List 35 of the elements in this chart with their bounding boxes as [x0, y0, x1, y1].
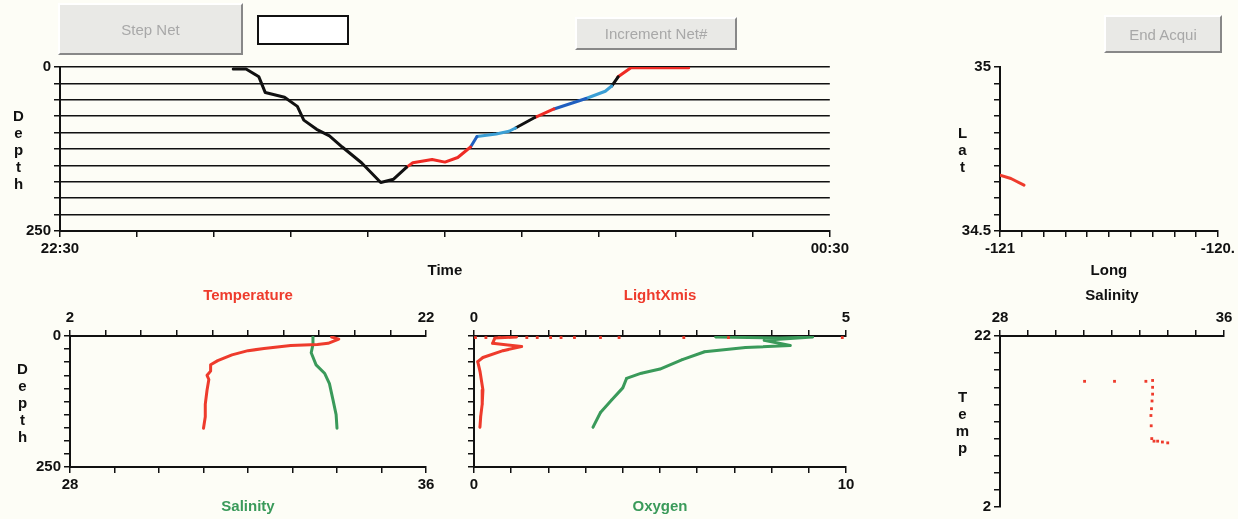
y-tick-label: 250 — [25, 221, 51, 239]
x-tick-label: -120. — [1200, 239, 1236, 257]
x2-axis-title: Temperature — [203, 286, 293, 304]
y-tick-label: 22 — [974, 326, 991, 344]
y-axis-title: Depth — [10, 106, 27, 192]
x2-tick-label: 22 — [417, 308, 435, 326]
y-axis-title: Lat — [954, 123, 971, 175]
x-tick-label: 10 — [837, 475, 855, 493]
x-tick-label: 00:30 — [810, 239, 850, 257]
y-tick-label: 0 — [42, 57, 51, 75]
text: End Acqui — [1104, 15, 1222, 53]
y-axis-title: Depth — [14, 359, 31, 444]
text: Increment Net# — [575, 17, 737, 50]
y-tick-label: 2 — [982, 497, 991, 515]
text: Step Net — [58, 3, 243, 55]
x2-tick-label: 2 — [65, 308, 75, 326]
y-tick-label: 35 — [974, 57, 991, 75]
x2-axis-title: LightXmis — [623, 286, 697, 304]
x2-tick-label: 5 — [841, 308, 851, 326]
x-tick-label: 0 — [469, 475, 479, 493]
x-axis-title: Salinity — [221, 497, 276, 515]
x-axis-title: Oxygen — [632, 497, 688, 515]
y-tick-label: 34.5 — [961, 221, 991, 239]
x-tick-label: 28 — [61, 475, 79, 493]
x-axis-title: Long — [1090, 261, 1128, 279]
y-tick-label: 0 — [52, 326, 61, 344]
x-tick-label: -121 — [984, 239, 1016, 257]
x-tick-label: 36 — [417, 475, 435, 493]
x-axis-title: Salinity — [1085, 286, 1140, 304]
y-axis-title: Temp — [954, 387, 971, 456]
y-tick-label: 250 — [35, 457, 61, 475]
x-tick-label: 22:30 — [40, 239, 80, 257]
x-tick-label: 28 — [991, 308, 1009, 326]
x-tick-label: 36 — [1215, 308, 1233, 326]
x-axis-title: Time — [427, 261, 463, 279]
